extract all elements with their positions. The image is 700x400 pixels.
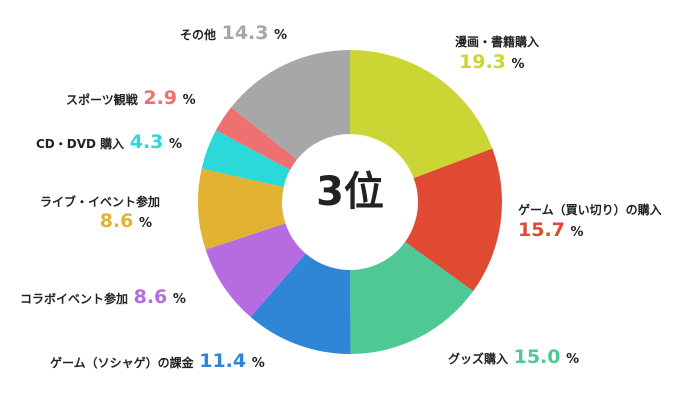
label-gacha: ゲーム（ソシャゲ）の課金 11.4 % bbox=[50, 352, 265, 371]
label-manga-unit: % bbox=[511, 57, 525, 72]
label-live-unit: % bbox=[138, 216, 153, 231]
pie-slice-8 bbox=[231, 50, 350, 160]
label-cd-dvd: CD・DVD 購入 4.3 % bbox=[36, 133, 182, 152]
pie-slice-3 bbox=[250, 253, 351, 354]
label-game-buy: ゲーム（買い切り）の購入 15.7 % bbox=[518, 204, 662, 240]
label-game-buy-unit: % bbox=[570, 225, 584, 240]
pie-slice-5 bbox=[198, 168, 286, 250]
label-other: その他 14.3 % bbox=[180, 24, 287, 43]
label-gacha-value: 11.4 bbox=[199, 350, 247, 372]
center-label: 3位 bbox=[316, 169, 384, 215]
label-sports-value: 2.9 bbox=[143, 87, 178, 109]
label-live: ライブ・イベント参加 8.6 % bbox=[40, 196, 160, 231]
label-collab-unit: % bbox=[172, 292, 186, 307]
label-cd-dvd-name: CD・DVD 購入 bbox=[36, 137, 125, 151]
label-other-name: その他 bbox=[180, 28, 217, 42]
label-goods: グッズ購入 15.0 % bbox=[448, 348, 579, 367]
label-collab-name: コラボイベント参加 bbox=[20, 292, 129, 306]
label-collab: コラボイベント参加 8.6 % bbox=[20, 288, 186, 307]
label-game-buy-value: 15.7 bbox=[518, 219, 565, 241]
label-game-buy-name: ゲーム（買い切り）の購入 bbox=[518, 203, 662, 217]
pie-slice-4 bbox=[205, 223, 306, 318]
label-sports: スポーツ観戦 2.9 % bbox=[66, 89, 196, 108]
label-goods-value: 15.0 bbox=[513, 346, 561, 368]
label-goods-unit: % bbox=[566, 352, 580, 367]
label-sports-unit: % bbox=[182, 93, 196, 108]
pie-slice-0 bbox=[350, 50, 493, 179]
label-gacha-unit: % bbox=[251, 356, 265, 371]
label-cd-dvd-value: 4.3 bbox=[129, 131, 164, 153]
label-manga-value: 19.3 bbox=[459, 51, 506, 73]
label-manga-name: 漫画・書籍購入 bbox=[455, 35, 540, 49]
label-other-unit: % bbox=[274, 28, 288, 43]
label-collab-value: 8.6 bbox=[133, 286, 168, 308]
pie-slice-7 bbox=[215, 107, 297, 170]
label-manga: 漫画・書籍購入 19.3 % bbox=[455, 36, 539, 72]
label-cd-dvd-unit: % bbox=[168, 137, 183, 152]
label-goods-name: グッズ購入 bbox=[448, 352, 509, 366]
pie-slice-1 bbox=[405, 148, 503, 292]
label-sports-name: スポーツ観戦 bbox=[66, 93, 138, 107]
pie-slice-6 bbox=[201, 130, 291, 188]
label-live-value: 8.6 bbox=[99, 210, 134, 232]
label-gacha-name: ゲーム（ソシャゲ）の課金 bbox=[50, 356, 194, 370]
pie-slice-2 bbox=[350, 241, 474, 354]
label-other-value: 14.3 bbox=[221, 22, 269, 44]
label-live-name: ライブ・イベント参加 bbox=[40, 195, 161, 209]
